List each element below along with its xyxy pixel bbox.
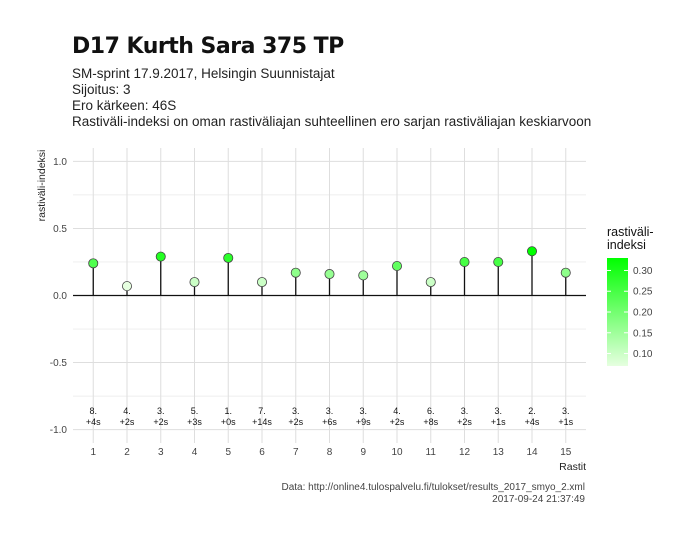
lollipop-point <box>425 277 436 288</box>
y-axis-title: rastiväli-indeksi <box>36 150 48 222</box>
lollipop-point <box>391 260 402 271</box>
diff-label: +9s <box>356 417 371 427</box>
lollipop-point <box>560 267 571 278</box>
colorbar-tick-label: 0.10 <box>633 349 653 360</box>
rank-label: 3. <box>359 406 367 416</box>
lollipop-point <box>493 256 504 267</box>
diff-label: +14s <box>252 417 272 427</box>
colorbar-tick-label: 0.15 <box>633 328 653 339</box>
colorbar <box>607 258 628 366</box>
rank-label: 3. <box>494 406 502 416</box>
y-tick-label: 0.5 <box>53 224 67 235</box>
rank-label: 3. <box>461 406 469 416</box>
rank-label: 8. <box>89 406 97 416</box>
x-tick-label: 3 <box>158 447 164 458</box>
diff-label: +2s <box>120 417 135 427</box>
rank-label: 5. <box>191 406 199 416</box>
x-tick-label: 2 <box>124 447 130 458</box>
rank-label: 4. <box>123 406 131 416</box>
colorbar-tick-label: 0.20 <box>633 308 653 319</box>
diff-label: +2s <box>288 417 303 427</box>
diff-label: +4s <box>86 417 101 427</box>
colorbar-tick-label: 0.25 <box>633 287 653 298</box>
y-tick-label: 1.0 <box>53 157 67 168</box>
diff-label: +8s <box>423 417 438 427</box>
lollipop-point <box>358 270 369 281</box>
x-tick-label: 4 <box>192 447 198 458</box>
subtitle-line-3: Ero kärkeen: 46S <box>72 98 177 113</box>
chart-title: D17 Kurth Sara 375 TP <box>72 34 344 59</box>
x-tick-label: 6 <box>259 447 265 458</box>
diff-label: +4s <box>525 417 540 427</box>
x-tick-label: 15 <box>560 447 572 458</box>
legend-title-line-2: indeksi <box>607 238 646 252</box>
lollipop-point <box>324 269 335 280</box>
x-tick-label: 13 <box>493 447 505 458</box>
y-tick-label: -0.5 <box>50 358 68 369</box>
subtitle-line-4: Rastiväli-indeksi on oman rastiväliajan … <box>72 114 592 129</box>
rank-label: 3. <box>562 406 570 416</box>
lollipop-point <box>88 258 99 269</box>
subtitle-line-2: Sijoitus: 3 <box>72 82 131 97</box>
x-tick-label: 10 <box>391 447 403 458</box>
diff-label: +0s <box>221 417 236 427</box>
x-tick-label: 8 <box>327 447 333 458</box>
diff-label: +1s <box>558 417 573 427</box>
lollipop-point <box>256 277 267 288</box>
x-tick-label: 12 <box>459 447 471 458</box>
lollipop-point <box>527 246 538 257</box>
rank-label: 2. <box>528 406 536 416</box>
x-tick-label: 5 <box>225 447 231 458</box>
rank-label: 3. <box>157 406 165 416</box>
legend-title: rastiväli- indeksi <box>607 226 654 252</box>
subtitle-line-1: SM-sprint 17.9.2017, Helsingin Suunnista… <box>72 66 335 81</box>
x-tick-label: 11 <box>426 447 437 458</box>
x-tick-label: 7 <box>293 447 299 458</box>
lollipop-point <box>189 277 200 288</box>
x-tick-label: 9 <box>360 447 366 458</box>
x-axis-title: Rastit <box>559 461 586 473</box>
rank-label: 1. <box>224 406 232 416</box>
diff-label: +6s <box>322 417 337 427</box>
rank-label: 3. <box>326 406 334 416</box>
lollipop-point <box>223 252 234 263</box>
rank-label: 6. <box>427 406 435 416</box>
lollipop-point <box>122 281 133 292</box>
lollipop-point <box>290 267 301 278</box>
lollipop-point <box>155 251 166 262</box>
timestamp-caption: 2017-09-24 21:37:49 <box>492 494 585 505</box>
diff-label: +2s <box>390 417 405 427</box>
y-tick-label: 0.0 <box>53 291 67 302</box>
lollipop-point <box>459 256 470 267</box>
diff-label: +2s <box>457 417 472 427</box>
colorbar-tick-label: 0.30 <box>633 266 653 277</box>
legend-title-line-1: rastiväli- <box>607 225 654 239</box>
y-tick-label: -1.0 <box>50 425 68 436</box>
rank-label: 4. <box>393 406 401 416</box>
diff-label: +2s <box>153 417 168 427</box>
rank-label: 3. <box>292 406 300 416</box>
x-tick-label: 14 <box>526 447 538 458</box>
x-tick-label: 1 <box>90 447 96 458</box>
rank-label: 7. <box>258 406 266 416</box>
diff-label: +3s <box>187 417 202 427</box>
data-source-caption: Data: http://online4.tulospalvelu.fi/tul… <box>281 482 585 493</box>
diff-label: +1s <box>491 417 506 427</box>
